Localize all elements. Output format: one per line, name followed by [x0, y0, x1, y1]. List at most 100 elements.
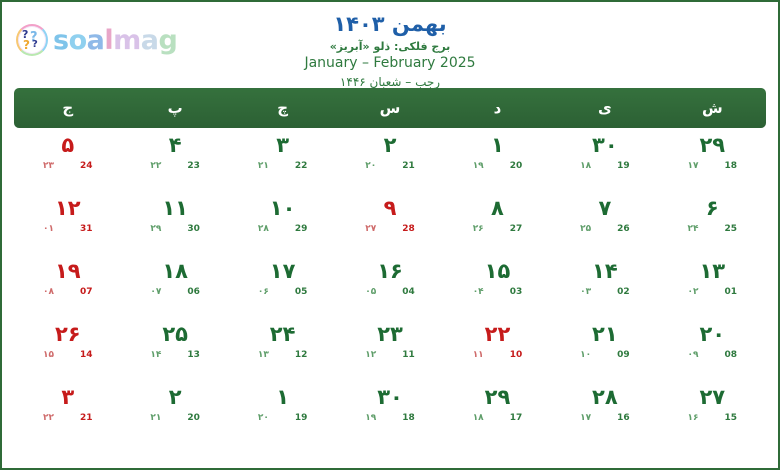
calendar-grid: ۲۹ ۱۷ 18 ۳۰ ۱۸ 19 ۱ ۱۹ 20 ۲ ۲۰ 21 ۳ ۲۱ 22 ۴ ۲۲ 23 ۵ ۲۳ 24 ۶ ۲۴…	[14, 128, 766, 443]
calendar-day-cell[interactable]: ۱۹ ۰۸ 07	[14, 254, 121, 317]
hijri-day-number: ۱۹	[365, 413, 377, 423]
calendar-day-cell[interactable]: ۱۲ ۰۱ 31	[14, 191, 121, 254]
hijri-day-number: ۰۹	[687, 350, 699, 360]
calendar-day-cell[interactable]: ۶ ۲۴ 25	[659, 191, 766, 254]
calendar-day-cell[interactable]: ۱۰ ۲۸ 29	[229, 191, 336, 254]
calendar-week-row: ۶ ۲۴ 25 ۷ ۲۵ 26 ۸ ۲۶ 27 ۹ ۲۷ 28 ۱۰ ۲۸ 29 ۱۱ ۲۹ 30 ۱۲ ۰۱ 31	[14, 191, 766, 254]
hijri-day-number: ۲۵	[580, 224, 592, 234]
hijri-day-number: ۱۸	[472, 413, 484, 423]
hijri-day-number: ۲۶	[472, 224, 484, 234]
hijri-day-number: ۲۰	[365, 161, 377, 171]
secondary-dates: ۱۲ 11	[336, 351, 443, 360]
secondary-dates: ۱۳ 12	[229, 351, 336, 360]
calendar-day-cell[interactable]: ۷ ۲۵ 26	[551, 191, 658, 254]
hijri-day-number: ۱۷	[687, 161, 699, 171]
calendar-day-cell[interactable]: ۲۹ ۱۷ 18	[659, 128, 766, 191]
calendar-day-cell[interactable]: ۸ ۲۶ 27	[444, 191, 551, 254]
secondary-dates: ۰۶ 05	[229, 288, 336, 297]
calendar-day-cell[interactable]: ۲۳ ۱۲ 11	[336, 317, 443, 380]
hijri-day-number: ۰۶	[257, 287, 269, 297]
calendar-day-cell[interactable]: ۲۲ ۱۱ 10	[444, 317, 551, 380]
gregorian-day-number: 21	[402, 161, 415, 171]
gregorian-day-number: 20	[187, 413, 200, 423]
calendar-day-cell[interactable]: ۲ ۲۱ 20	[121, 380, 228, 443]
calendar-day-cell[interactable]: ۱۳ ۰۲ 01	[659, 254, 766, 317]
calendar-day-cell[interactable]: ۱۵ ۰۴ 03	[444, 254, 551, 317]
hijri-day-number: ۲۱	[257, 161, 269, 171]
persian-day-number: ۲۷	[699, 385, 726, 409]
hijri-day-number: ۲۳	[43, 161, 54, 171]
secondary-dates: ۱۷ 18	[659, 162, 766, 171]
page-title: بهمن ۱۴۰۳	[333, 12, 447, 36]
secondary-dates: ۲۳ 24	[14, 162, 121, 171]
secondary-dates: ۱۸ 17	[444, 414, 551, 423]
persian-day-number: ۱۸	[162, 259, 188, 283]
hijri-day-number: ۱۱	[472, 350, 484, 360]
gregorian-day-number: 04	[402, 287, 415, 297]
calendar-day-cell[interactable]: ۲۵ ۱۴ 13	[121, 317, 228, 380]
brand-letter: o	[68, 24, 88, 56]
calendar-day-cell[interactable]: ۳ ۲۲ 21	[14, 380, 121, 443]
persian-day-number: ۸	[491, 196, 504, 220]
calendar-day-cell[interactable]: ۱ ۱۹ 20	[444, 128, 551, 191]
calendar-day-cell[interactable]: ۱۸ ۰۷ 06	[121, 254, 228, 317]
secondary-dates: ۰۷ 06	[121, 288, 228, 297]
calendar-day-cell[interactable]: ۳۰ ۱۸ 19	[551, 128, 658, 191]
secondary-dates: ۲۰ 19	[229, 414, 336, 423]
weekday-wednesday: چ	[277, 99, 288, 117]
gregorian-day-number: 13	[187, 350, 200, 360]
persian-day-number: ۲	[168, 385, 182, 409]
calendar-day-cell[interactable]: ۲۱ ۱۰ 09	[551, 317, 658, 380]
secondary-dates: ۲۵ 26	[551, 225, 658, 234]
persian-day-number: ۱۵	[484, 259, 511, 283]
gregorian-day-number: 03	[509, 287, 523, 297]
weekday-friday: ج	[62, 99, 74, 117]
secondary-dates: ۱۸ 19	[551, 162, 658, 171]
brand-logo[interactable]: ? ? ? ? soalmag	[16, 24, 178, 56]
hijri-day-number: ۰۲	[687, 287, 699, 297]
calendar-day-cell[interactable]: ۵ ۲۳ 24	[14, 128, 121, 191]
calendar-day-cell[interactable]: ۲۶ ۱۵ 14	[14, 317, 121, 380]
hijri-day-number: ۲۸	[257, 224, 269, 234]
hijri-day-number: ۱۲	[365, 350, 377, 360]
calendar-day-cell[interactable]: ۹ ۲۷ 28	[336, 191, 443, 254]
gregorian-day-number: 25	[724, 224, 738, 234]
calendar-day-cell[interactable]: ۱۷ ۰۶ 05	[229, 254, 336, 317]
calendar-day-cell[interactable]: ۱۱ ۲۹ 30	[121, 191, 228, 254]
calendar-day-cell[interactable]: ۲۹ ۱۸ 17	[444, 380, 551, 443]
secondary-dates: ۰۸ 07	[14, 288, 121, 297]
persian-day-number: ۴	[168, 133, 182, 157]
question-mark-circle-icon: ? ? ? ?	[16, 24, 48, 56]
gregorian-day-number: 05	[294, 287, 308, 297]
calendar-week-row: ۲۷ ۱۶ 15 ۲۸ ۱۷ 16 ۲۹ ۱۸ 17 ۳۰ ۱۹ 18 ۱ ۲۰ 19 ۲ ۲۱ 20 ۳ ۲۲ 21	[14, 380, 766, 443]
secondary-dates: ۱۹ 18	[336, 414, 443, 423]
persian-day-number: ۱	[276, 385, 290, 409]
calendar-day-cell[interactable]: ۴ ۲۲ 23	[121, 128, 228, 191]
secondary-dates: ۲۱ 22	[229, 162, 336, 171]
calendar-day-cell[interactable]: ۲۷ ۱۶ 15	[659, 380, 766, 443]
question-mark-glyph: ?	[22, 28, 29, 41]
calendar-day-cell[interactable]: ۱۴ ۰۳ 02	[551, 254, 658, 317]
calendar-day-cell[interactable]: ۲۸ ۱۷ 16	[551, 380, 658, 443]
question-mark-glyph: ?	[30, 30, 38, 45]
gregorian-day-number: 09	[617, 350, 630, 360]
calendar-day-cell[interactable]: ۳۰ ۱۹ 18	[336, 380, 443, 443]
persian-day-number: ۳	[61, 385, 75, 409]
gregorian-day-number: 12	[294, 350, 308, 360]
calendar-day-cell[interactable]: ۲۰ ۰۹ 08	[659, 317, 766, 380]
calendar-day-cell[interactable]: ۲۴ ۱۳ 12	[229, 317, 336, 380]
hijri-day-number: ۰۳	[580, 287, 592, 297]
calendar-day-cell[interactable]: ۳ ۲۱ 22	[229, 128, 336, 191]
gregorian-day-number: 20	[509, 161, 523, 171]
calendar-day-cell[interactable]: ۱۶ ۰۵ 04	[336, 254, 443, 317]
secondary-dates: ۰۳ 02	[551, 288, 658, 297]
persian-day-number: ۲۹	[699, 133, 726, 157]
brand-letter: l	[104, 24, 114, 56]
hijri-day-number: ۱۷	[580, 413, 592, 423]
persian-day-number: ۳۰	[592, 133, 618, 157]
question-mark-glyph: ?	[32, 39, 38, 50]
calendar-day-cell[interactable]: ۲ ۲۰ 21	[336, 128, 443, 191]
secondary-dates: ۲۱ 20	[121, 414, 228, 423]
gregorian-day-number: 06	[187, 287, 200, 297]
calendar-day-cell[interactable]: ۱ ۲۰ 19	[229, 380, 336, 443]
